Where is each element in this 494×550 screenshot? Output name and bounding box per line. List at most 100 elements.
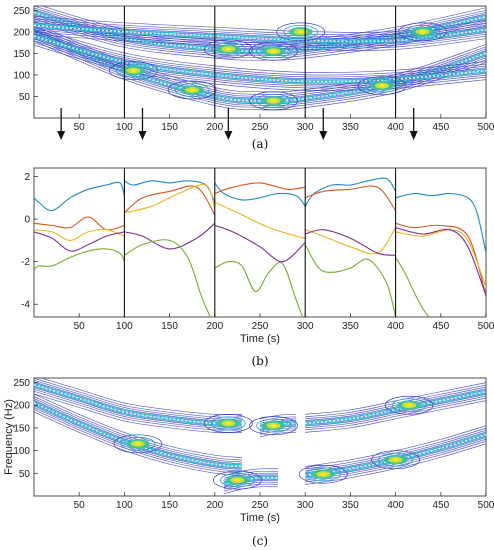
contour-line: [34, 18, 486, 36]
panel-a-axes: 50 100 150 200 250 300 350 400 450 500 50 100 150 200…: [13, 6, 494, 133]
contour-line: [34, 27, 486, 45]
contour-line: [305, 392, 486, 426]
series-line: [124, 222, 216, 250]
contour-line: [259, 429, 297, 435]
contour-line: [34, 403, 242, 469]
x-tick-label: 500: [478, 321, 494, 332]
panel-b-plot-area: [34, 177, 486, 317]
panel-c-x-axis-title: Time (s): [240, 512, 280, 524]
down-arrow-icon: [138, 131, 147, 140]
hotspot-contour: [204, 414, 253, 433]
x-tick-label: 50: [74, 321, 86, 332]
panel-a-contour: 50 100 150 200 250 300 350 400 450 500 50 100 150 200…: [13, 5, 494, 151]
hotspot-peak: [270, 99, 277, 103]
contour-line: [34, 33, 486, 80]
series-line: [305, 227, 397, 255]
contour-line: [305, 388, 486, 421]
contour-line: [34, 26, 486, 44]
x-tick-label: 450: [432, 321, 449, 332]
series-line: [214, 224, 306, 263]
down-arrow-icon: [57, 131, 66, 140]
y-tick-label: 0: [24, 215, 30, 226]
contour-line: [259, 414, 297, 420]
x-tick-label: 150: [161, 122, 178, 133]
contour-line: [40, 378, 242, 416]
contour-line: [223, 468, 279, 477]
panel-c-y-axis-title: Frequency (Hz): [3, 399, 15, 475]
y-tick-label: -4: [21, 300, 30, 311]
series-line: [124, 183, 216, 214]
hotspot-peak: [419, 30, 426, 34]
x-tick-label: 450: [432, 500, 449, 511]
y-tick-label: 200: [13, 27, 30, 38]
y-tick-label: 150: [13, 423, 30, 434]
hotspot-contour: [167, 80, 217, 100]
hotspot-contour: [109, 61, 158, 80]
ridge-line: [305, 390, 486, 425]
x-tick-label: 300: [297, 500, 314, 511]
contour-line: [34, 390, 242, 431]
y-tick-label: 100: [13, 446, 30, 457]
panel-a-label: (a): [252, 137, 269, 151]
panel-c-plot-area: [34, 378, 486, 495]
hotspot-contour: [249, 41, 298, 61]
contour-line: [34, 26, 486, 73]
series-line: [214, 182, 306, 195]
series-line: [304, 177, 397, 207]
hotspot-peak: [270, 424, 277, 428]
contour-line: [305, 386, 486, 420]
y-tick-label: 250: [13, 378, 30, 389]
series-line: [124, 239, 211, 317]
y-tick-label: 200: [13, 401, 30, 412]
hotspot-contour: [305, 467, 341, 482]
contour-line: [34, 31, 486, 49]
series-line: [395, 222, 486, 296]
series-line: [214, 201, 306, 239]
hotspot-contour: [405, 24, 441, 39]
contour-line: [34, 409, 242, 474]
x-tick-label: 250: [252, 321, 269, 332]
contour-line: [259, 432, 297, 438]
y-tick-label: 250: [13, 6, 30, 17]
hotspot-contour: [249, 416, 298, 436]
hotspot-peak: [379, 84, 386, 88]
panel-a-arrows: [57, 108, 418, 140]
contour-line: [305, 382, 486, 415]
hotspot-contour: [276, 22, 326, 42]
series-line: [214, 260, 304, 317]
hotspot-peak: [406, 403, 413, 407]
ridge-line: [305, 433, 486, 477]
contour-line: [34, 38, 486, 85]
y-tick-label: -2: [21, 257, 30, 268]
contour-line: [305, 397, 486, 431]
contour-line: [34, 22, 486, 40]
contour-line: [34, 42, 486, 89]
x-tick-label: 450: [432, 122, 449, 133]
contour-line: [34, 36, 486, 84]
x-tick-label: 100: [116, 321, 133, 332]
series-line: [305, 229, 396, 256]
x-tick-label: 500: [478, 122, 494, 133]
ridge-line: [34, 24, 486, 43]
hotspot-contour: [204, 39, 253, 59]
x-tick-label: 50: [74, 122, 86, 133]
series-line: [214, 182, 306, 207]
contour-line: [34, 407, 242, 472]
hotspot-contour: [213, 470, 262, 490]
hotspot-contour: [210, 416, 246, 431]
panel-b-x-axis-title: Time (s): [240, 333, 280, 345]
contour-line: [34, 388, 242, 429]
hotspot-peak: [189, 88, 196, 92]
hotspot-contour: [398, 22, 448, 42]
x-tick-label: 350: [342, 122, 359, 133]
contour-line: [34, 31, 486, 78]
x-tick-label: 200: [206, 122, 223, 133]
series-line: [395, 257, 430, 317]
contour-line: [34, 29, 486, 47]
hotspot-contour: [357, 76, 407, 96]
ridge-line: [34, 402, 242, 468]
y-tick-label: 50: [19, 469, 31, 480]
hotspot-peak: [225, 421, 232, 425]
series-line: [34, 228, 125, 241]
contour-line: [34, 400, 242, 466]
